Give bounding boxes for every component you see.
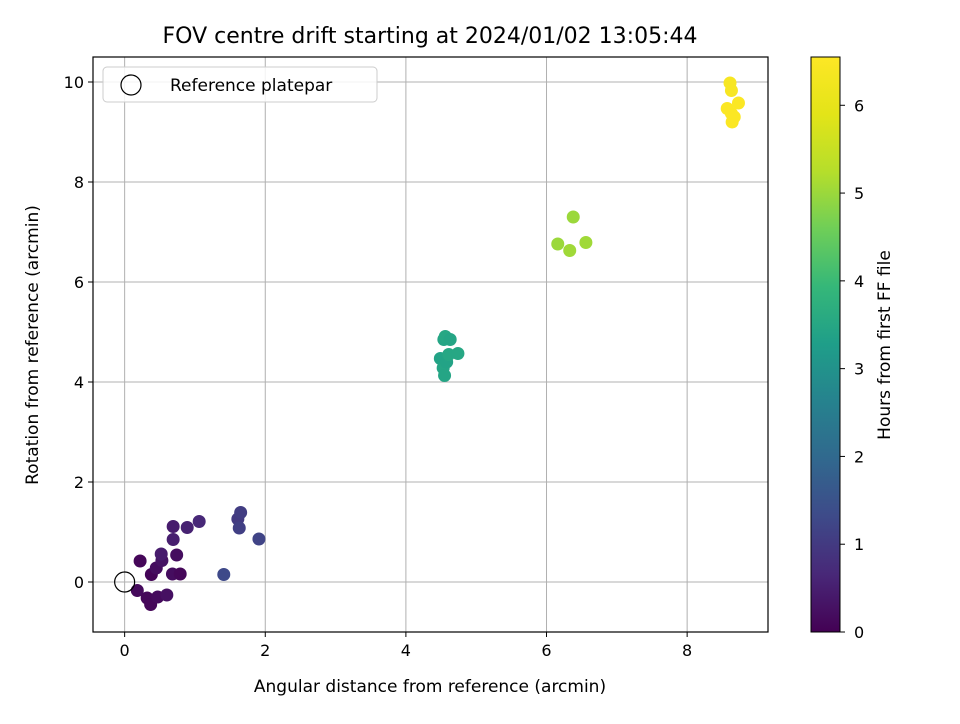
y-tick-label: 2	[74, 473, 84, 492]
y-axis-ticks: 0 2 4 6 8 10	[64, 73, 93, 592]
data-point	[180, 521, 194, 534]
data-point	[173, 567, 187, 581]
y-axis-label: Rotation from reference (arcmin)	[23, 205, 43, 485]
data-point	[551, 237, 565, 251]
colorbar-tick-label: 0	[854, 623, 864, 642]
y-tick-label: 0	[74, 573, 84, 592]
data-point	[166, 533, 180, 546]
data-point	[727, 110, 741, 124]
data-point	[232, 521, 246, 535]
legend: Reference platepar	[102, 66, 378, 103]
legend-entry-label: Reference platepar	[170, 76, 332, 96]
legend-box	[102, 66, 378, 103]
y-tick-label: 8	[74, 173, 84, 192]
data-point	[563, 244, 577, 257]
data-point	[170, 548, 184, 562]
data-point	[166, 520, 180, 533]
data-point	[154, 547, 168, 561]
data-point	[133, 554, 147, 568]
plot-area-frame	[92, 56, 769, 633]
data-point	[724, 84, 738, 97]
chart-title: FOV centre drift starting at 2024/01/02 …	[163, 24, 698, 49]
grid-lines	[93, 57, 768, 632]
data-point	[731, 96, 745, 110]
colorbar-tick-label: 3	[854, 360, 864, 379]
data-point	[192, 515, 206, 528]
data-point	[579, 236, 593, 249]
colorbar: 0 1 2 3 4 5 6 Hours from first FF file	[810, 56, 895, 642]
data-point	[252, 532, 266, 546]
data-point	[451, 347, 465, 360]
colorbar-label: Hours from first FF file	[875, 250, 895, 440]
data-point	[443, 333, 457, 346]
x-tick-label: 4	[401, 641, 411, 660]
x-tick-label: 6	[541, 641, 551, 660]
colorbar-tick-label: 1	[854, 535, 864, 554]
x-axis-ticks: 0 2 4 6 8	[120, 632, 692, 660]
data-point	[234, 506, 248, 519]
data-point	[130, 584, 144, 597]
x-tick-label: 8	[682, 641, 692, 660]
x-axis-label: Angular distance from reference (arcmin)	[254, 677, 606, 697]
data-point	[160, 588, 174, 602]
colorbar-ticks: 0 1 2 3 4 5 6	[840, 96, 864, 642]
colorbar-tick-label: 5	[854, 184, 864, 203]
data-points	[130, 76, 745, 611]
y-tick-label: 10	[64, 73, 84, 92]
colorbar-tick-label: 6	[854, 96, 864, 115]
data-point	[217, 568, 231, 581]
data-point	[438, 369, 452, 382]
colorbar-tick-label: 2	[854, 447, 864, 466]
reference-platepar-marker	[114, 571, 136, 593]
x-tick-label: 0	[120, 641, 130, 660]
x-tick-label: 2	[260, 641, 270, 660]
reference-marker-group	[114, 571, 136, 593]
colorbar-tick-label: 4	[854, 272, 864, 291]
data-point	[566, 210, 580, 224]
colorbar-gradient	[810, 56, 841, 633]
legend-reference-marker	[120, 74, 142, 96]
y-tick-label: 4	[74, 373, 84, 392]
y-tick-label: 6	[74, 273, 84, 292]
